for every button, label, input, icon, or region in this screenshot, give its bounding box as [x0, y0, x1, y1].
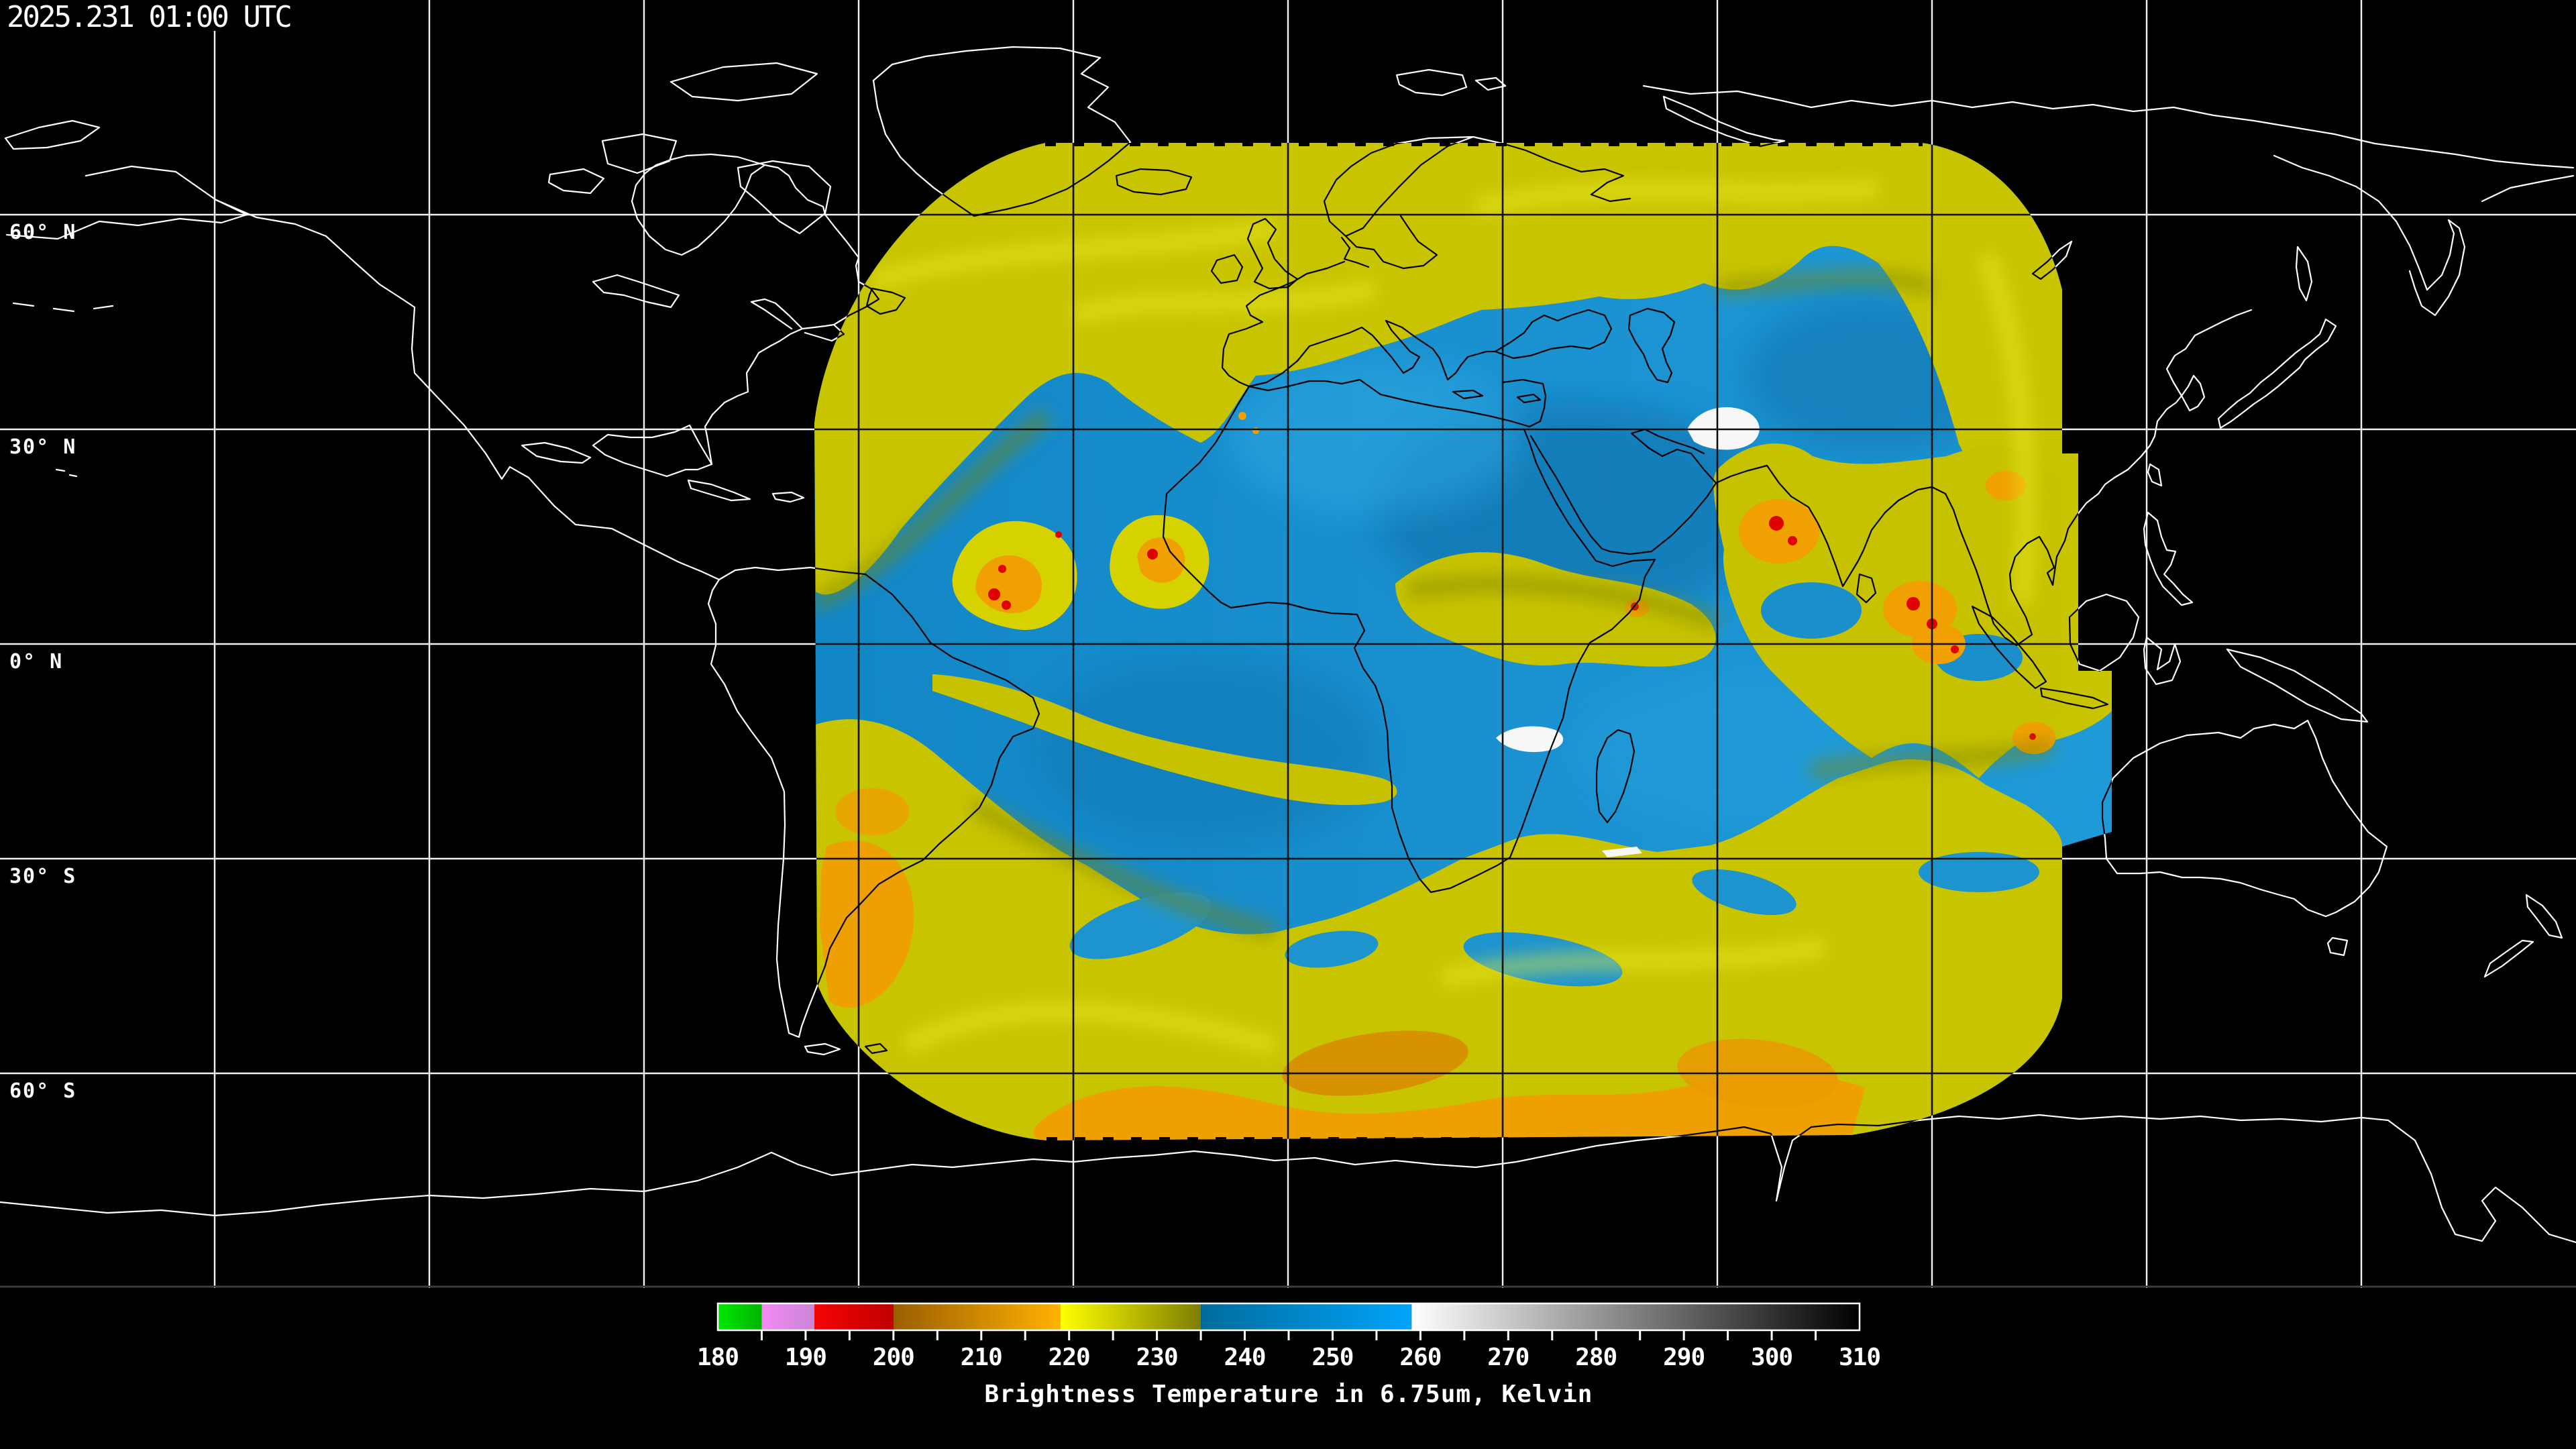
- swath-bright-blue-shade: [1570, 678, 1892, 825]
- colorbar-tick-label: 240: [1224, 1344, 1266, 1371]
- swath-olive-shading: [814, 269, 2056, 941]
- colorbar-tick-label: 210: [961, 1344, 1002, 1371]
- colorbar-caption: Brightness Temperature in 6.75um, Kelvin: [985, 1381, 1593, 1408]
- swath-orange-patch-argentina: [820, 841, 914, 1008]
- colorbar-segment-orange: [893, 1303, 1061, 1330]
- graticule-inside-swath: [814, 143, 2112, 1140]
- swath-cold-core-orange: [1238, 412, 1246, 420]
- colorbar-tick-label: 270: [1487, 1344, 1529, 1371]
- timestamp: 2025.231 01:00 UTC: [7, 0, 290, 34]
- swath-warm-white-patch: [1496, 726, 1564, 753]
- colorbar-tick-label: 290: [1663, 1344, 1705, 1371]
- colorbar-tick-label: 310: [1839, 1344, 1880, 1371]
- colorbar-segment-yellow-olive: [1060, 1303, 1201, 1330]
- latitude-label: 30° N: [9, 435, 76, 459]
- swath-warm-white-patch: [1602, 847, 1642, 857]
- satellite-swath: [814, 143, 2112, 1140]
- swath-blue-gap: [1285, 930, 1379, 968]
- swath-blue-gap: [1761, 582, 1862, 639]
- colorbar-tick-label: 280: [1575, 1344, 1617, 1371]
- swath-bright-blue-shade: [1228, 356, 1523, 517]
- colorbar: 180 190 200 210 220 230 240 250 260 270 280 290 300 3…: [697, 1302, 1881, 1371]
- colorbar-tick-label: 250: [1311, 1344, 1353, 1371]
- colorbar-tick-label: 300: [1751, 1344, 1792, 1371]
- latitude-label: 60° N: [9, 221, 76, 244]
- colorbar-segment-red: [814, 1303, 894, 1330]
- swath-cold-core-orange: [1137, 537, 1185, 583]
- latitude-label: 0° N: [9, 650, 63, 674]
- swath-dry-mass-south: [816, 719, 2062, 1140]
- colorbar-tick-label: 180: [697, 1344, 739, 1371]
- colorbar-segment-blue: [1201, 1303, 1412, 1330]
- latitude-label: 30° S: [9, 865, 76, 888]
- timestamp-backdrop: [0, 0, 303, 31]
- swath-cold-core-orange: [1883, 581, 1957, 637]
- swath-dry-band-north: [814, 143, 2112, 741]
- colorbar-tick-label: 200: [873, 1344, 914, 1371]
- colorbar-tick-label: 220: [1049, 1344, 1090, 1371]
- colorbar-segment-white-black: [1411, 1303, 1860, 1330]
- colorbar-tick-label: 230: [1136, 1344, 1178, 1371]
- colorbar-segment-violet: [761, 1303, 815, 1330]
- swath-itcz-arm: [932, 674, 1397, 806]
- colorbar-tick-label: 260: [1399, 1344, 1441, 1371]
- latitude-labels: 60° N 30° N 0° N 30° S 60° S: [9, 221, 76, 1103]
- swath-storm-track-orange-band: [1033, 1074, 1865, 1140]
- latitude-label: 60° S: [9, 1079, 76, 1103]
- swath-cold-core-orange: [1739, 499, 1819, 564]
- swath-cold-core-orange: [1252, 427, 1259, 434]
- swath-orange-patch: [1282, 1030, 1468, 1096]
- swath-blue-gap: [1919, 852, 2039, 892]
- swath-very-cold-red-cores: [988, 516, 2036, 740]
- swath-orange-patch: [835, 788, 909, 835]
- colorbar-tick-label: 190: [785, 1344, 826, 1371]
- colorbar-segment-green: [718, 1303, 762, 1330]
